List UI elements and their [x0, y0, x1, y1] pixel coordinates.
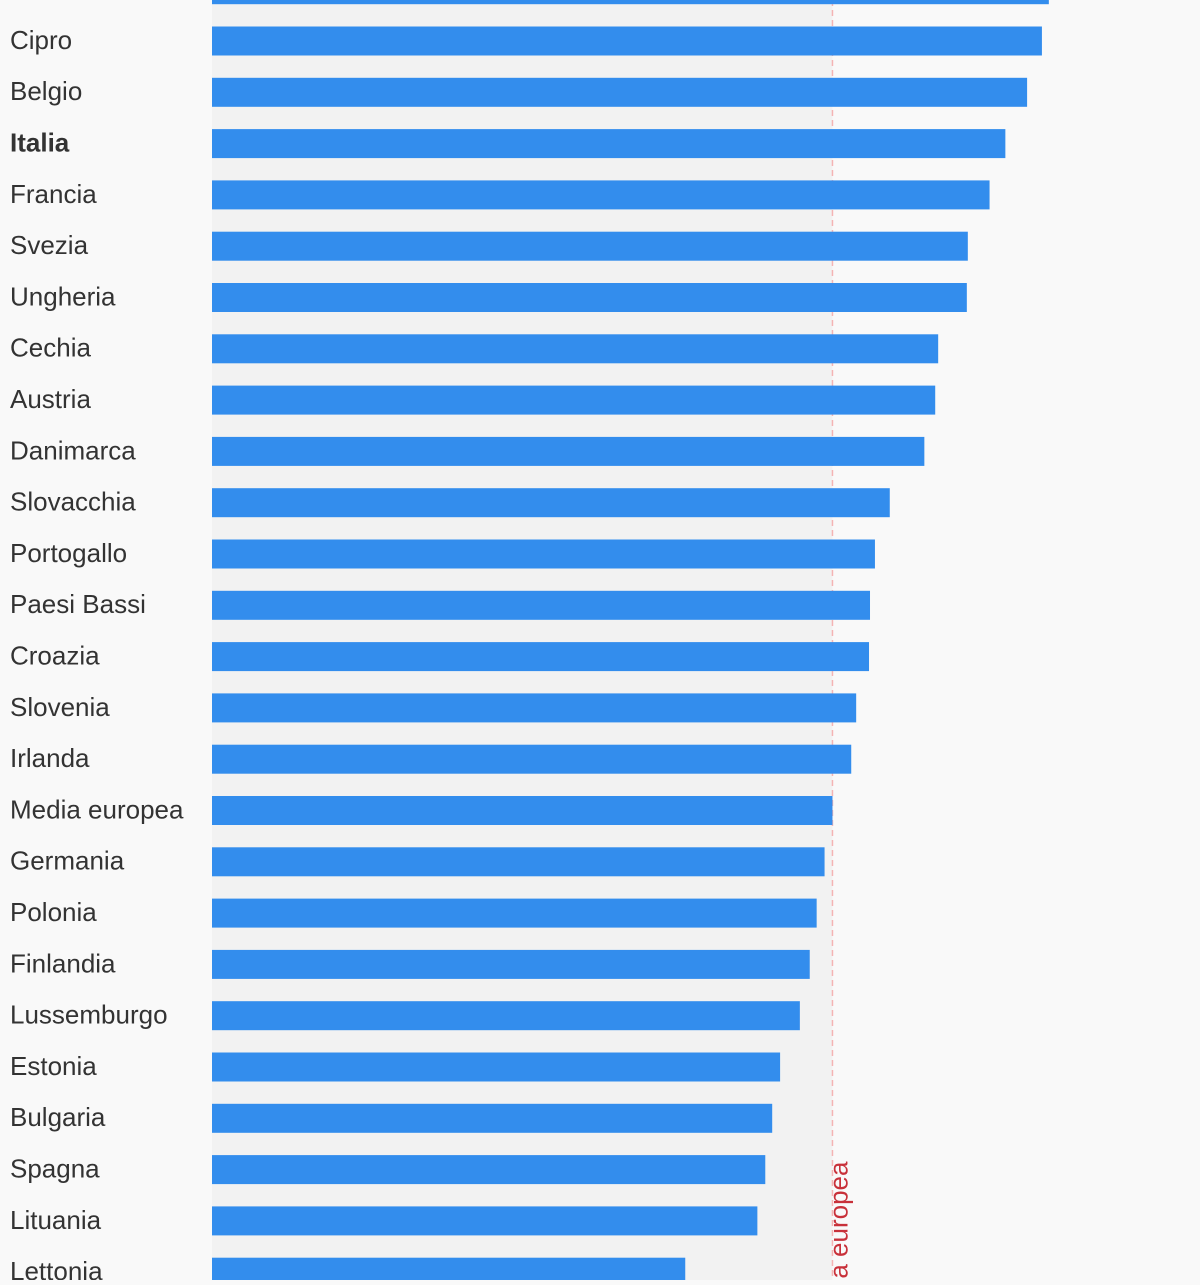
category-label: Bulgaria [10, 1102, 106, 1132]
category-label: Cechia [10, 333, 91, 363]
category-label: Francia [10, 179, 97, 209]
category-label: Austria [10, 384, 91, 414]
bar [212, 847, 825, 877]
category-label: Paesi Bassi [10, 589, 146, 619]
bar [212, 0, 1049, 5]
category-label: Italia [10, 127, 70, 157]
bar [212, 898, 817, 928]
bar [212, 1001, 800, 1031]
category-label: Danimarca [10, 435, 136, 465]
bar [212, 334, 939, 364]
bar [212, 949, 810, 979]
bar [212, 26, 1042, 56]
bar [212, 1257, 686, 1285]
category-label: Lettonia [10, 1256, 103, 1280]
bar [212, 590, 871, 620]
bar [212, 1206, 758, 1236]
bar [212, 693, 857, 723]
bar [212, 180, 990, 210]
category-label: Slovenia [10, 692, 110, 722]
category-label: Belgio [10, 76, 82, 106]
bar [212, 77, 1028, 107]
bar [212, 1103, 773, 1133]
bar [212, 796, 833, 825]
bar [212, 385, 936, 415]
bar [212, 744, 852, 774]
bar [212, 283, 967, 312]
category-label: Germania [10, 846, 125, 876]
category-label: Lituania [10, 1205, 102, 1235]
category-label: Lussemburgo [10, 1000, 168, 1030]
bar [212, 539, 875, 569]
bar [212, 1052, 781, 1082]
bar [212, 488, 890, 518]
category-label: Estonia [10, 1051, 97, 1081]
category-label: Polonia [10, 897, 97, 927]
category-label: Spagna [10, 1153, 100, 1183]
category-label: Svezia [10, 230, 89, 260]
bar [212, 436, 925, 466]
bar [212, 642, 870, 672]
category-label: Portogallo [10, 538, 127, 568]
category-label: Ungheria [10, 281, 116, 311]
bar [212, 129, 1006, 159]
category-label: Finlandia [10, 948, 116, 978]
category-label: Cipro [10, 25, 72, 55]
bar [212, 231, 968, 261]
category-label: Croazia [10, 640, 100, 670]
bar [212, 1155, 766, 1185]
category-label: Media europea [10, 794, 184, 824]
category-label: Slovacchia [10, 487, 136, 517]
category-label: Irlanda [10, 743, 90, 773]
reference-label: Media europea [823, 1161, 853, 1280]
